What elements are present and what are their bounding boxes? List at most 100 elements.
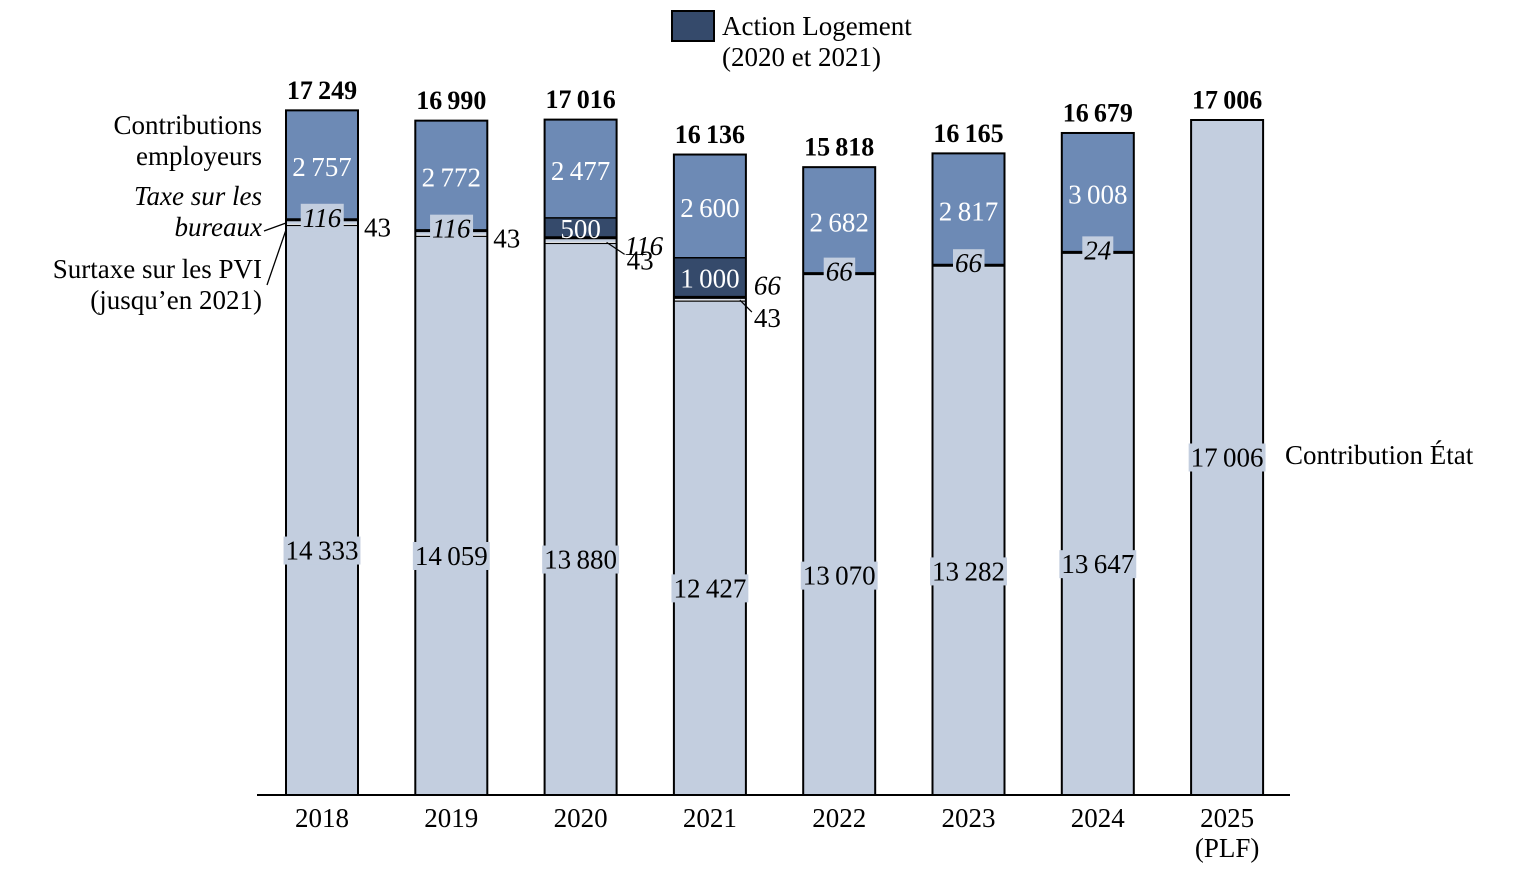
x-tick-label-2: 2020	[554, 803, 608, 833]
leader-line-taxe	[263, 222, 287, 232]
bar-segment-4-0	[286, 110, 358, 220]
x-tick-label-7: 2025	[1200, 803, 1254, 833]
etat-value-2-bg	[542, 545, 620, 574]
bar-segment-0-5	[932, 267, 1005, 796]
bar-segment-4-1	[415, 120, 488, 231]
pvi-value-2: 43	[627, 245, 654, 275]
employeurs-value-0: 2 757	[292, 152, 351, 182]
etat-value-6: 13 647	[1061, 549, 1134, 579]
x-tick-label-1: 2019	[424, 803, 478, 833]
bar-stack-6	[1060, 131, 1135, 796]
taxe-value-0: 116	[303, 203, 342, 233]
bar-stack-0	[285, 109, 359, 797]
leader-line-pvi	[266, 226, 288, 286]
etat-value-7-bg	[1188, 443, 1266, 472]
bar-segment-1-2	[544, 242, 617, 245]
etat-value-0-bg	[283, 536, 361, 565]
bar-segment-2-2	[544, 237, 617, 243]
bar-segment-4-2	[544, 119, 617, 218]
x-tick-label-0: 2018	[295, 803, 349, 833]
label-contributions-employeurs-line1: Contributions	[113, 110, 262, 140]
taxe-value-5: 66	[955, 248, 983, 278]
legend-swatch-action-logement	[671, 10, 715, 42]
taxe-value-1-bg	[430, 214, 474, 243]
etat-value-4: 13 070	[803, 561, 876, 591]
taxe-value-4-bg	[823, 257, 856, 286]
pvi-value-1: 43	[493, 223, 520, 253]
taxe-value-6: 24	[1084, 235, 1111, 265]
employeurs-value-2: 2 477	[551, 156, 610, 186]
bar-segment-3-2	[544, 217, 617, 238]
pvi-leader-2	[606, 241, 625, 255]
bar-stack-3	[672, 153, 747, 797]
bar-segment-0-2	[544, 244, 617, 796]
side-labels: Contributions employeurs Taxe sur les bu…	[53, 110, 1474, 470]
bar-segment-0-4	[803, 276, 876, 796]
etat-value-0: 14 333	[286, 536, 359, 566]
etat-value-1-bg	[412, 541, 490, 570]
bar-segment-1-3	[673, 300, 746, 302]
etat-value-7: 17 006	[1191, 443, 1264, 473]
legend-label-line1: Action Logement	[722, 11, 912, 41]
bar-segment-4-4	[803, 167, 876, 274]
taxe-value-4: 66	[826, 257, 854, 287]
employeurs-value-4: 2 682	[809, 207, 868, 237]
taxe-value-2: 116	[625, 231, 664, 261]
total-label-2: 17 016	[545, 85, 615, 114]
bar-stack-4	[802, 166, 877, 797]
etat-value-6-bg	[1059, 550, 1137, 579]
employeurs-value-1: 2 772	[422, 163, 481, 193]
legend: Action Logement (2020 et 2021)	[671, 10, 912, 72]
etat-value-1: 14 059	[415, 541, 488, 571]
legend-label-line2: (2020 et 2021)	[722, 42, 881, 72]
total-label-4: 15 818	[804, 133, 874, 162]
etat-value-5: 13 282	[932, 556, 1005, 586]
bar-stack-5	[931, 152, 1006, 796]
bar-segment-0-6	[1061, 253, 1134, 795]
x-tick-label-3: 2021	[683, 803, 737, 833]
pvi-leader-3	[739, 299, 753, 313]
taxe-value-5-bg	[953, 249, 985, 278]
pvi-value-3: 43	[754, 303, 781, 333]
bar-segment-0-0	[286, 226, 358, 795]
label-surtaxe-pvi-line2: (jusqu’en 2021)	[90, 285, 262, 315]
x-tick-label-7-1: (PLF)	[1195, 833, 1260, 863]
total-label-6: 16 679	[1063, 98, 1133, 127]
taxe-value-1: 116	[432, 214, 471, 244]
etat-value-4-bg	[800, 561, 878, 590]
bar-segment-4-3	[673, 154, 746, 258]
bar-segment-0-3	[673, 301, 746, 795]
label-surtaxe-pvi-line1: Surtaxe sur les PVI	[53, 254, 262, 284]
taxe-value-0-bg	[300, 203, 344, 232]
bar-segment-4-6	[1061, 132, 1134, 253]
total-label-3: 16 136	[675, 120, 745, 149]
total-label-7: 17 006	[1192, 86, 1262, 115]
x-tick-label-4: 2022	[812, 803, 866, 833]
pvi-value-0: 43	[364, 212, 391, 242]
total-label-0: 17 249	[287, 76, 357, 105]
bar-segment-0-1	[415, 236, 488, 796]
label-contributions-employeurs-line2: employeurs	[136, 141, 262, 171]
employeurs-value-6: 3 008	[1068, 180, 1127, 210]
label-taxe-bureaux-line2: bureaux	[175, 212, 262, 242]
etat-value-2: 13 880	[544, 545, 617, 575]
employeurs-value-3: 2 600	[680, 193, 739, 223]
taxe-value-3: 66	[754, 270, 782, 300]
employeurs-value-5: 2 817	[939, 196, 998, 226]
x-tick-label-5: 2023	[942, 803, 996, 833]
etat-value-3: 12 427	[673, 573, 746, 603]
bar-segment-4-5	[932, 153, 1005, 266]
label-contribution-etat: Contribution État	[1285, 440, 1474, 470]
taxe-value-6-bg	[1082, 236, 1114, 265]
etat-value-5-bg	[930, 557, 1007, 586]
label-taxe-bureaux-line1: Taxe sur les	[134, 181, 262, 211]
bar-stack-2	[543, 118, 618, 796]
x-tick-label-6: 2024	[1071, 803, 1126, 833]
action-logement-value-2: 500	[560, 214, 601, 244]
action-logement-value-3: 1 000	[680, 264, 739, 294]
x-axis-labels: 2018 2019 2020 2021 2022 2023 2024 2025(PLF)	[295, 803, 1259, 863]
etat-value-3-bg	[671, 574, 749, 603]
total-label-5: 16 165	[933, 119, 1003, 148]
